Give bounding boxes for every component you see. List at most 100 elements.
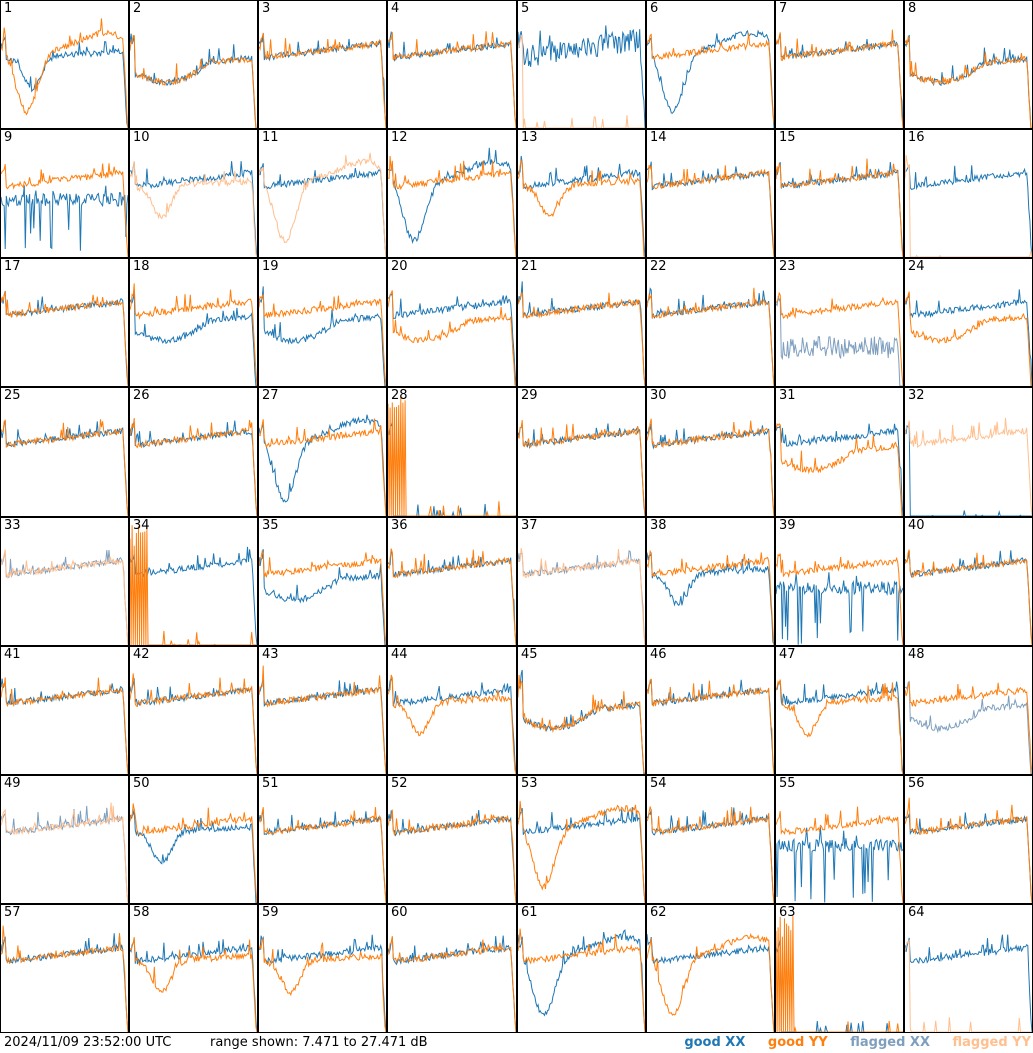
spectrum-panel-50: 50 [129, 775, 258, 904]
good-yy-line [259, 807, 386, 903]
panel-label: 49 [4, 776, 21, 791]
good-xx-line [776, 572, 903, 645]
panel-plot [518, 800, 645, 903]
panel-label: 13 [521, 130, 538, 145]
panel-label: 56 [908, 776, 925, 791]
spectrum-panel-14: 14 [646, 129, 775, 258]
spectrum-panel-39: 39 [775, 517, 904, 646]
good-yy-line [776, 916, 903, 1032]
good-xx-line [905, 934, 1032, 1032]
spectrum-panel-6: 6 [646, 0, 775, 129]
good-xx-line [647, 934, 774, 1032]
panel-label: 51 [262, 776, 279, 791]
good-yy-line [1, 163, 128, 257]
good-xx-line [647, 807, 774, 903]
panel-label: 40 [908, 518, 925, 533]
panel-label: 2 [133, 1, 142, 16]
panel-label: 52 [391, 776, 408, 791]
panel-plot [388, 396, 516, 516]
timestamp: 2024/11/09 23:52:00 UTC [4, 1035, 172, 1050]
panel-label: 32 [908, 388, 925, 403]
spectrum-panel-10: 10 [129, 129, 258, 258]
spectrum-panel-11: 11 [258, 129, 387, 258]
spectrum-panel-38: 38 [646, 517, 775, 646]
good-xx-line [130, 546, 257, 645]
good-yy-line [518, 291, 645, 386]
good-xx-line [388, 676, 516, 774]
panel-plot [388, 30, 516, 128]
good-yy-line [259, 549, 386, 645]
good-xx-line [518, 423, 645, 516]
panel-plot [776, 806, 903, 903]
good-xx-line [776, 161, 903, 257]
panel-plot [518, 420, 645, 516]
spectrum-panel-61: 61 [517, 904, 646, 1033]
panel-label: 23 [779, 259, 796, 274]
panel-label: 50 [133, 776, 150, 791]
panel-plot [776, 158, 903, 257]
panel-plot [905, 797, 1032, 903]
spectrum-panel-26: 26 [129, 387, 258, 517]
legend: good XX good YY flagged XX flagged YY [666, 1033, 1031, 1053]
good-yy-line [130, 937, 257, 1032]
good-yy-line [1, 291, 128, 386]
panel-label: 62 [650, 905, 667, 920]
panel-label: 43 [262, 647, 279, 662]
panel-label: 29 [521, 388, 538, 403]
good-xx-line [776, 938, 903, 1032]
spectrum-panel-42: 42 [129, 646, 258, 775]
panel-plot [388, 147, 516, 257]
panel-plot [905, 549, 1032, 645]
flagged-yy-line [905, 154, 1032, 257]
panel-label: 7 [779, 1, 788, 16]
good-yy-line [1, 677, 128, 774]
good-yy-line [905, 681, 1032, 774]
good-yy-line [388, 290, 516, 386]
panel-plot [905, 34, 1032, 128]
good-yy-line [1, 419, 128, 516]
panel-plot [776, 553, 903, 645]
panel-plot [1, 18, 128, 128]
good-yy-line [259, 418, 386, 516]
good-yy-line [259, 294, 386, 386]
good-xx-line [518, 281, 645, 386]
panel-plot [130, 673, 257, 774]
good-yy-line [518, 674, 645, 774]
good-yy-line [647, 678, 774, 774]
panel-plot [518, 155, 645, 257]
panel-plot [1, 925, 128, 1032]
spectrum-panel-59: 59 [258, 904, 387, 1033]
panel-label: 26 [133, 388, 150, 403]
spectrum-panel-13: 13 [517, 129, 646, 258]
legend-good-yy: good YY [767, 1035, 828, 1050]
panel-label: 61 [521, 905, 538, 920]
panel-label: 44 [391, 647, 408, 662]
good-xx-line [518, 929, 645, 1032]
good-yy-line [259, 937, 386, 1032]
spectrum-panel-28: 28 [387, 387, 517, 517]
panel-label: 11 [262, 130, 279, 145]
spectrum-panel-1: 1 [0, 0, 129, 129]
good-xx-line [130, 808, 257, 903]
good-xx-line [259, 934, 386, 1032]
good-yy-line [518, 800, 645, 903]
panel-plot [776, 423, 903, 516]
good-xx-line [259, 549, 386, 645]
spectrum-panel-12: 12 [387, 129, 517, 258]
panel-label: 39 [779, 518, 796, 533]
panel-plot [905, 934, 1032, 1032]
panel-label: 18 [133, 259, 150, 274]
spectrum-panel-48: 48 [904, 646, 1033, 775]
flagged-xx-line [1, 550, 128, 645]
good-xx-line [259, 163, 386, 257]
panel-label: 45 [521, 647, 538, 662]
panel-plot [647, 287, 774, 386]
panel-label: 19 [262, 259, 279, 274]
range-text: range shown: 7.471 to 27.471 dB [210, 1035, 428, 1050]
panel-plot [259, 549, 386, 645]
spectrum-panel-15: 15 [775, 129, 904, 258]
panel-label: 10 [133, 130, 150, 145]
good-yy-line [647, 32, 774, 123]
panel-label: 48 [908, 647, 925, 662]
good-yy-line [259, 665, 386, 774]
